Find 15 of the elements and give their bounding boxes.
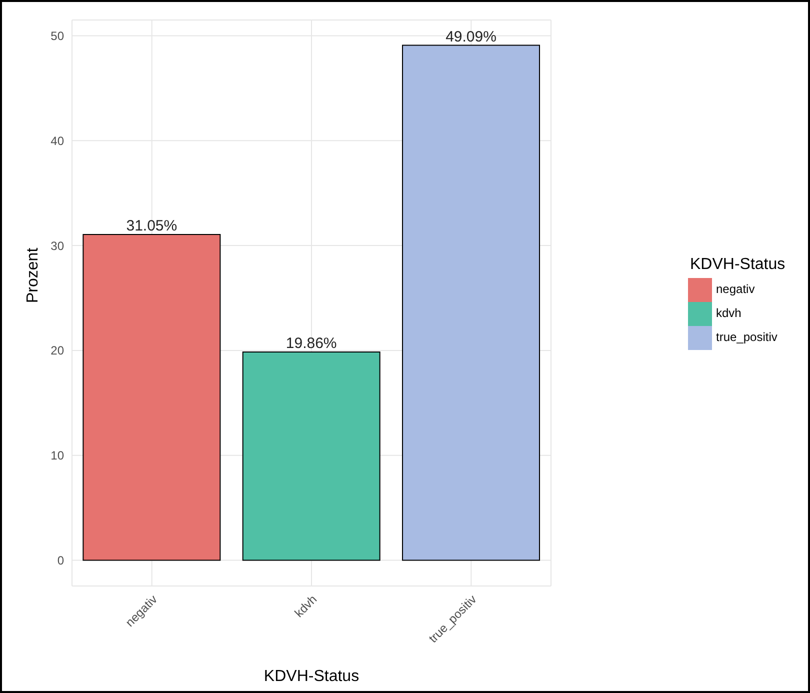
legend-label: true_positiv [716,330,778,344]
y-tick-label: 50 [50,28,64,43]
x-axis-title: KDVH-Status [264,668,360,685]
data-label: 19.86% [286,334,337,352]
y-tick-label: 10 [50,448,64,463]
data-label: 49.09% [446,28,496,46]
y-tick-label: 40 [50,134,64,148]
y-axis-title: Prozent [24,247,42,303]
legend-label: kdvh [716,306,742,320]
y-tick-label: 20 [50,344,64,358]
y-tick-label: 0 [57,554,64,568]
data-label: 31.05% [126,218,178,235]
legend-label: negativ [716,282,755,296]
y-tick-label: 30 [50,238,64,253]
legend-title: KDVH-Status [690,256,786,274]
